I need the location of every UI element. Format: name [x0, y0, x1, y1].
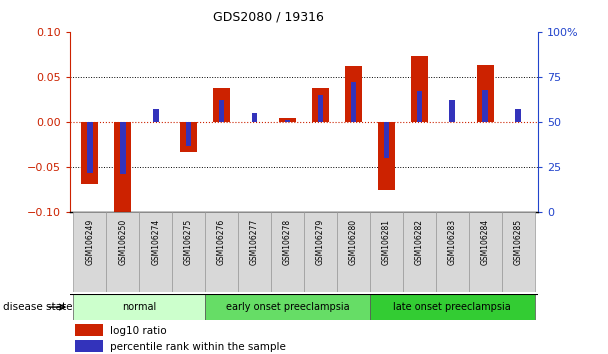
- Bar: [378, 122, 395, 190]
- Bar: [181, 122, 197, 152]
- FancyBboxPatch shape: [238, 212, 271, 292]
- Text: GSM106250: GSM106250: [118, 219, 127, 265]
- FancyBboxPatch shape: [502, 212, 535, 292]
- FancyBboxPatch shape: [304, 212, 337, 292]
- Bar: [114, 122, 131, 217]
- Bar: [416, 91, 423, 122]
- Text: GSM106279: GSM106279: [316, 219, 325, 265]
- Bar: [75, 340, 103, 353]
- FancyBboxPatch shape: [172, 212, 205, 292]
- Bar: [153, 109, 159, 122]
- Bar: [75, 324, 103, 336]
- FancyBboxPatch shape: [106, 212, 139, 292]
- Bar: [351, 82, 356, 122]
- Bar: [279, 118, 295, 122]
- Bar: [219, 101, 224, 122]
- Text: GSM106277: GSM106277: [250, 219, 259, 265]
- Text: GSM106283: GSM106283: [448, 219, 457, 265]
- FancyBboxPatch shape: [205, 294, 370, 320]
- Text: normal: normal: [122, 302, 156, 312]
- Text: GSM106284: GSM106284: [481, 219, 490, 265]
- Text: GSM106274: GSM106274: [151, 219, 160, 265]
- FancyBboxPatch shape: [469, 212, 502, 292]
- Text: GSM106278: GSM106278: [283, 219, 292, 265]
- Text: GSM106282: GSM106282: [415, 219, 424, 265]
- FancyBboxPatch shape: [271, 212, 304, 292]
- Bar: [185, 122, 192, 145]
- Bar: [87, 122, 92, 173]
- Bar: [516, 109, 521, 122]
- Text: percentile rank within the sample: percentile rank within the sample: [109, 342, 286, 352]
- Bar: [477, 65, 494, 122]
- FancyBboxPatch shape: [370, 212, 403, 292]
- Bar: [285, 120, 291, 122]
- FancyBboxPatch shape: [205, 212, 238, 292]
- FancyBboxPatch shape: [337, 212, 370, 292]
- Text: GDS2080 / 19316: GDS2080 / 19316: [213, 10, 323, 23]
- Text: GSM106280: GSM106280: [349, 219, 358, 265]
- Bar: [213, 88, 230, 122]
- Text: GSM106285: GSM106285: [514, 219, 523, 265]
- Text: GSM106249: GSM106249: [85, 219, 94, 265]
- Bar: [345, 66, 362, 122]
- Bar: [384, 122, 389, 158]
- Bar: [252, 113, 257, 122]
- Bar: [411, 56, 427, 122]
- Bar: [449, 101, 455, 122]
- Bar: [317, 95, 323, 122]
- Text: disease state: disease state: [3, 302, 72, 312]
- FancyBboxPatch shape: [436, 212, 469, 292]
- Text: early onset preeclampsia: early onset preeclampsia: [226, 302, 350, 312]
- Text: late onset preeclampsia: late onset preeclampsia: [393, 302, 511, 312]
- Text: GSM106275: GSM106275: [184, 219, 193, 265]
- FancyBboxPatch shape: [403, 212, 436, 292]
- Bar: [482, 90, 488, 122]
- Bar: [120, 122, 126, 175]
- Text: log10 ratio: log10 ratio: [109, 326, 167, 336]
- Text: GSM106276: GSM106276: [217, 219, 226, 265]
- FancyBboxPatch shape: [139, 212, 172, 292]
- FancyBboxPatch shape: [73, 212, 106, 292]
- Bar: [81, 122, 98, 183]
- FancyBboxPatch shape: [73, 294, 205, 320]
- Bar: [313, 88, 329, 122]
- Text: GSM106281: GSM106281: [382, 219, 391, 265]
- FancyBboxPatch shape: [370, 294, 535, 320]
